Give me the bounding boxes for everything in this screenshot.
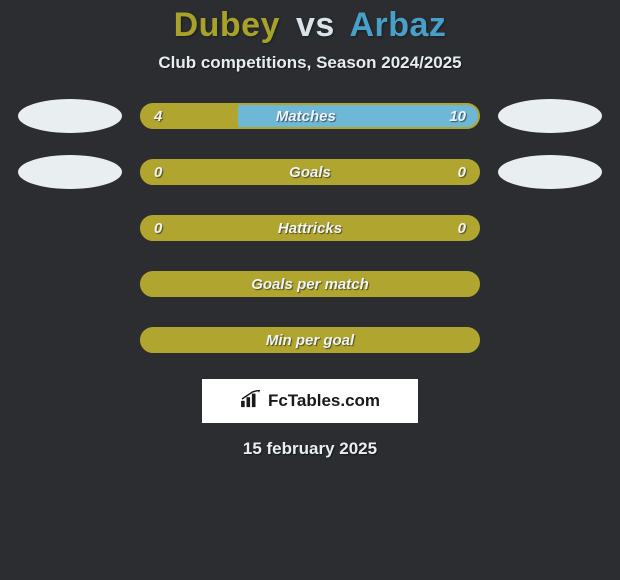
stat-label: Goals	[162, 164, 457, 181]
stat-value-player-b: 0	[458, 220, 466, 237]
stat-row: Goals per match	[0, 267, 620, 301]
stat-value-player-a: 0	[154, 220, 162, 237]
date-label: 15 february 2025	[0, 439, 620, 459]
stat-bar: 0Hattricks0	[140, 215, 480, 241]
infographic-container: Dubey vs Arbaz Club competitions, Season…	[0, 0, 620, 459]
player-a-avatar	[18, 155, 122, 189]
bar-text-overlay: 0Goals0	[142, 161, 478, 183]
avatar-placeholder	[498, 211, 602, 245]
stat-row: 4Matches10	[0, 99, 620, 133]
bar-text-overlay: Min per goal	[142, 329, 478, 351]
avatar-placeholder	[498, 267, 602, 301]
player-a-avatar	[18, 99, 122, 133]
chart-icon	[240, 390, 262, 413]
stat-label: Goals per match	[154, 276, 466, 293]
stat-bar: 4Matches10	[140, 103, 480, 129]
avatar-placeholder	[18, 267, 122, 301]
bar-text-overlay: 4Matches10	[142, 105, 478, 127]
vs-label: vs	[296, 6, 335, 44]
stat-bar: Goals per match	[140, 271, 480, 297]
stat-value-player-b: 0	[458, 164, 466, 181]
stat-label: Matches	[162, 108, 449, 125]
stat-bar: 0Goals0	[140, 159, 480, 185]
stat-value-player-a: 4	[154, 108, 162, 125]
player-b-avatar	[498, 155, 602, 189]
avatar-placeholder	[18, 211, 122, 245]
source-logo-box: FcTables.com	[202, 379, 418, 423]
comparison-title: Dubey vs Arbaz	[0, 6, 620, 45]
stat-value-player-b: 10	[449, 108, 466, 125]
stat-row: 0Hattricks0	[0, 211, 620, 245]
subtitle: Club competitions, Season 2024/2025	[0, 53, 620, 73]
player-b-avatar	[498, 99, 602, 133]
stat-rows: 4Matches100Goals00Hattricks0Goals per ma…	[0, 99, 620, 357]
stat-row: 0Goals0	[0, 155, 620, 189]
bar-text-overlay: 0Hattricks0	[142, 217, 478, 239]
stat-label: Min per goal	[154, 332, 466, 349]
player-a-name: Dubey	[174, 6, 280, 44]
stat-row: Min per goal	[0, 323, 620, 357]
player-b-name: Arbaz	[349, 6, 446, 44]
avatar-placeholder	[18, 323, 122, 357]
stat-label: Hattricks	[162, 220, 457, 237]
source-logo-text: FcTables.com	[268, 391, 380, 411]
stat-bar: Min per goal	[140, 327, 480, 353]
bar-text-overlay: Goals per match	[142, 273, 478, 295]
stat-value-player-a: 0	[154, 164, 162, 181]
avatar-placeholder	[498, 323, 602, 357]
